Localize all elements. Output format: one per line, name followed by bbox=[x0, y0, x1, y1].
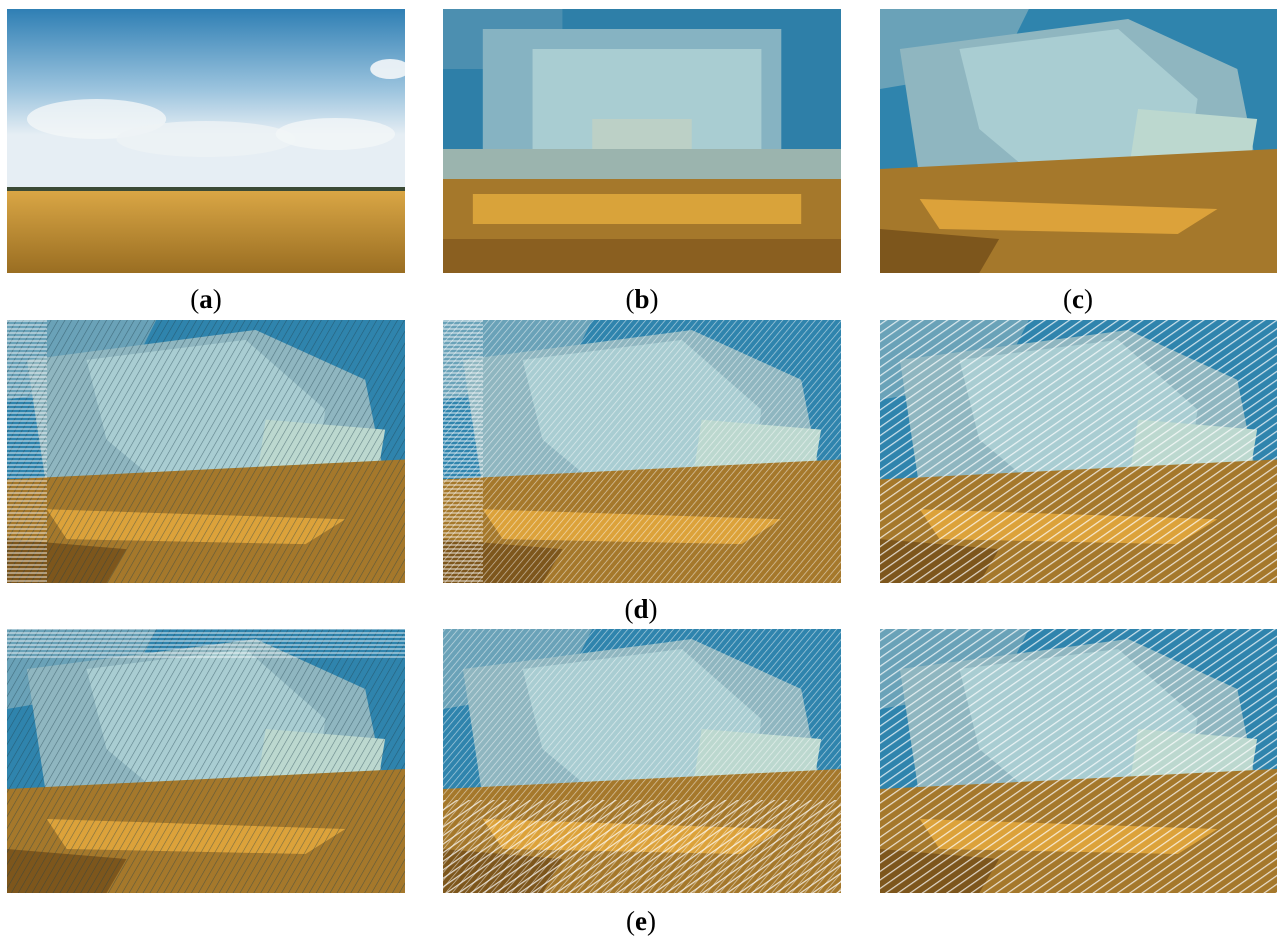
image-original bbox=[7, 9, 410, 273]
caption: (a) bbox=[190, 284, 222, 314]
page: (a) (b) (c) (d) (e) (() => { const data … bbox=[0, 0, 1278, 938]
caption: (c) bbox=[1063, 284, 1093, 314]
image-hatched bbox=[7, 320, 405, 583]
caption: (d) bbox=[624, 594, 657, 624]
image-hatched bbox=[443, 629, 841, 893]
caption: (e) bbox=[626, 906, 656, 936]
image-hatched bbox=[880, 629, 1277, 893]
image-hatched bbox=[7, 629, 405, 893]
caption: (b) bbox=[625, 284, 658, 314]
image-hatched bbox=[443, 320, 841, 583]
image-hatched bbox=[880, 320, 1277, 583]
image-polygons bbox=[880, 9, 1277, 273]
figure: (a) (b) (c) (d) (e) bbox=[0, 0, 1278, 938]
image-blocks bbox=[443, 9, 841, 273]
